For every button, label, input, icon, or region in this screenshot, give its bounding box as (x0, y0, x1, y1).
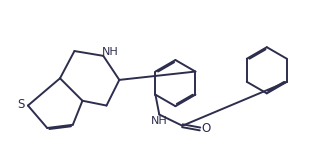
Text: S: S (17, 98, 24, 111)
Text: O: O (201, 122, 210, 135)
Text: NH: NH (151, 116, 168, 126)
Text: NH: NH (102, 47, 119, 57)
